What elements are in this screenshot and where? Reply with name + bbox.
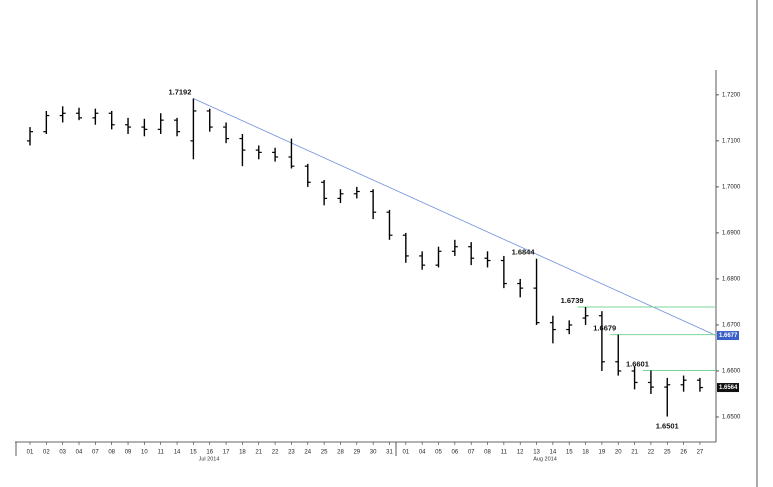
x-tick-label: 21: [631, 450, 638, 456]
annotation: 1.6601: [626, 359, 649, 368]
annotation: 1.6501: [656, 422, 679, 431]
trendline: [193, 98, 717, 336]
y-tick-label: 1.6800: [722, 277, 741, 283]
trendline-value-box: [717, 331, 739, 341]
x-tick-label: 25: [664, 450, 671, 456]
y-tick-label: 1.6900: [722, 230, 741, 236]
y-tick-label: 1.6700: [722, 323, 741, 329]
x-tick-label: 15: [190, 450, 197, 456]
y-tick-label: 1.7200: [722, 92, 741, 98]
x-tick-label: 26: [680, 450, 687, 456]
x-tick-label: 11: [501, 450, 508, 456]
x-tick-label: 07: [92, 450, 99, 456]
x-tick-label: 04: [419, 450, 426, 456]
x-tick-label: 05: [435, 450, 442, 456]
x-tick-label: 31: [386, 450, 393, 456]
x-tick-label: 30: [370, 450, 377, 456]
x-tick-label: 13: [533, 450, 540, 456]
x-tick-label: 06: [451, 450, 458, 456]
x-tick-label: 25: [321, 450, 328, 456]
x-tick-label: 27: [697, 450, 704, 456]
x-tick-label: 03: [59, 450, 66, 456]
x-tick-label: 17: [223, 450, 230, 456]
month-label: Jul 2014: [199, 456, 220, 462]
x-tick-label: 12: [517, 450, 524, 456]
x-tick-label: 10: [141, 450, 148, 456]
x-tick-label: 01: [402, 450, 409, 456]
last-value-box: [717, 383, 739, 393]
x-tick-label: 28: [337, 450, 344, 456]
x-tick-label: 24: [304, 450, 311, 456]
annotation: 1.7192: [168, 88, 191, 97]
x-tick-label: 09: [125, 450, 132, 456]
annotation: 1.6739: [561, 296, 584, 305]
x-tick-label: 08: [484, 450, 491, 456]
x-tick-label: 19: [599, 450, 606, 456]
x-tick-label: 18: [582, 450, 589, 456]
x-tick-label: 29: [353, 450, 360, 456]
y-tick-label: 1.6600: [722, 369, 741, 375]
x-tick-label: 01: [27, 450, 34, 456]
annotation: 1.6844: [512, 248, 536, 257]
x-tick-label: 22: [272, 450, 279, 456]
y-tick-label: 1.7000: [722, 184, 741, 190]
x-tick-label: 23: [288, 450, 295, 456]
x-tick-label: 20: [615, 450, 622, 456]
x-tick-label: 04: [76, 450, 83, 456]
x-tick-label: 15: [566, 450, 573, 456]
x-tick-label: 11: [158, 450, 165, 456]
month-label: Aug 2014: [533, 456, 557, 462]
x-tick-label: 07: [468, 450, 475, 456]
x-tick-label: 21: [255, 450, 262, 456]
last-value-label: 1.6564: [719, 385, 738, 391]
x-tick-label: 16: [206, 450, 213, 456]
x-tick-label: 14: [550, 450, 557, 456]
y-tick-label: 1.7100: [722, 138, 741, 144]
x-tick-label: 18: [239, 450, 246, 456]
x-tick-label: 14: [174, 450, 181, 456]
y-tick-label: 1.6500: [722, 415, 741, 421]
x-tick-label: 22: [648, 450, 655, 456]
annotation: 1.6679: [593, 324, 616, 333]
x-tick-label: 02: [43, 450, 50, 456]
x-tick-label: 08: [108, 450, 115, 456]
trendline-value-label: 1.6677: [719, 333, 738, 339]
